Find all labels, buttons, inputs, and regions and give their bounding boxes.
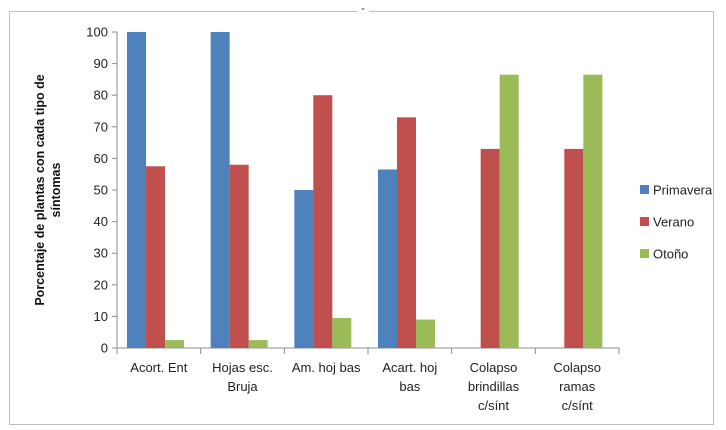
bar-primavera xyxy=(210,32,230,348)
legend-swatch xyxy=(640,185,649,194)
legend-label: Verano xyxy=(653,215,694,230)
y-axis-title-line: Porcentaje de plantas con cada tipo de xyxy=(33,74,47,305)
bar-oto-o xyxy=(416,319,435,348)
bar-oto-o xyxy=(499,74,519,348)
x-category-label: Acart. hoj bas xyxy=(382,360,437,394)
x-axis xyxy=(116,347,620,354)
legend-label: Primavera xyxy=(653,183,713,198)
bar-oto-o xyxy=(248,340,268,348)
bar-verano xyxy=(313,95,333,348)
bar-verano xyxy=(229,164,249,348)
bar-primavera xyxy=(127,32,146,348)
y-tick-label: 20 xyxy=(94,277,108,292)
bar-oto-o xyxy=(583,74,603,348)
bars xyxy=(127,32,603,348)
y-tick-label: 90 xyxy=(94,56,108,71)
chart-title-mark: - xyxy=(357,2,369,16)
legend-swatch xyxy=(640,217,649,226)
y-tick-label: 40 xyxy=(94,214,108,229)
y-tick-label: 60 xyxy=(94,151,108,166)
legend-label: Otoño xyxy=(653,247,688,262)
y-axis: 0 10 20 30 40 50 60 70 80 90 100 xyxy=(86,25,118,356)
y-tick-label: 80 xyxy=(94,88,108,103)
legend: Primavera Verano Otoño xyxy=(640,183,713,262)
x-category-label: Colapso ramas c/sínt xyxy=(553,360,601,413)
y-axis-title-line: síntomas xyxy=(49,163,63,218)
bar-verano xyxy=(146,166,165,348)
y-tick-label: 10 xyxy=(94,309,108,324)
x-category-label: Hojas esc. Bruja xyxy=(212,360,273,394)
y-tick-label: 0 xyxy=(101,341,108,356)
bar-verano xyxy=(480,148,500,348)
bar-primavera xyxy=(378,169,397,348)
x-category-label: Colapso brindillas c/sínt xyxy=(468,360,520,413)
y-tick-label: 100 xyxy=(86,25,108,40)
legend-swatch xyxy=(640,249,649,258)
x-category-label: Acort. Ent xyxy=(130,360,187,375)
x-axis-labels: Acort. Ent Hojas esc. Bruja Am. hoj bas Acar… xyxy=(130,360,601,413)
y-tick-label: 70 xyxy=(94,119,108,134)
y-axis-title: Porcentaje de plantas con cada tipo de sí… xyxy=(33,74,63,305)
bar-verano xyxy=(397,117,416,348)
y-tick-label: 30 xyxy=(94,246,108,261)
bar-oto-o xyxy=(165,340,184,348)
bar-primavera xyxy=(294,190,314,348)
bar-oto-o xyxy=(332,317,352,348)
bar-verano xyxy=(564,148,584,348)
x-category-label: Am. hoj bas xyxy=(292,360,361,375)
y-tick-label: 50 xyxy=(94,183,108,198)
